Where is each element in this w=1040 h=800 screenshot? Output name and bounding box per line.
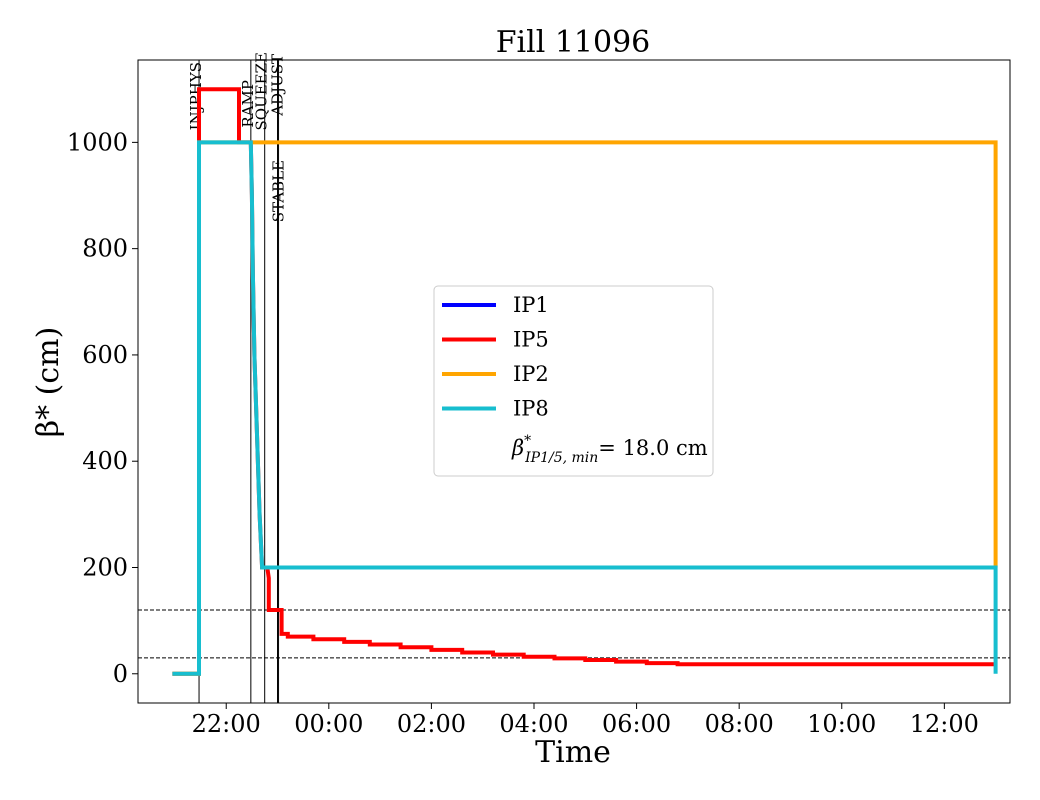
phase-label: SQUEEZE xyxy=(253,52,271,131)
x-tick-label: 06:00 xyxy=(602,710,671,738)
legend-label: IP2 xyxy=(513,362,549,386)
y-tick-label: 400 xyxy=(82,447,128,475)
phase-label: INJPHYS xyxy=(187,62,205,130)
y-tick-label: 600 xyxy=(82,341,128,369)
x-tick-label: 08:00 xyxy=(705,710,774,738)
series-line-ip8 xyxy=(172,140,998,676)
chart-title: Fill 11096 xyxy=(496,25,651,60)
series-lines xyxy=(172,87,998,676)
x-tick-label: 00:00 xyxy=(294,710,363,738)
legend-label: IP1 xyxy=(513,293,549,317)
phase-label: ADJUST xyxy=(269,54,287,117)
plot-frame xyxy=(137,59,1011,704)
beta-min-label: β* IP1/5, min= 18.0 cm xyxy=(511,433,708,466)
y-axis-label: β* (cm) xyxy=(31,327,66,438)
x-tick-label: 02:00 xyxy=(397,710,466,738)
x-tick-label: 12:00 xyxy=(910,710,979,738)
reference-lines xyxy=(138,609,1010,659)
legend-label: IP8 xyxy=(513,397,549,421)
y-tick-label: 1000 xyxy=(67,128,128,156)
legend-label: IP5 xyxy=(513,328,549,352)
legend: IP1 IP5 IP2 IP8 β* IP1/5, min= 18.0 cm xyxy=(433,285,714,477)
legend-box xyxy=(433,285,714,477)
x-tick-label: 10:00 xyxy=(807,710,876,738)
y-tick-label: 200 xyxy=(82,553,128,581)
x-tick-label: 04:00 xyxy=(499,710,568,738)
ticks: 22:00 00:00 02:00 04:00 06:00 08:00 10:00 12:00… xyxy=(67,128,979,738)
x-axis-label: Time xyxy=(535,735,611,770)
x-tick-label: 22:00 xyxy=(192,710,261,738)
y-tick-label: 0 xyxy=(113,660,128,688)
phase-label: STABLE xyxy=(270,160,288,222)
phase-label: RAMP xyxy=(239,80,257,128)
y-tick-label: 800 xyxy=(82,235,128,263)
